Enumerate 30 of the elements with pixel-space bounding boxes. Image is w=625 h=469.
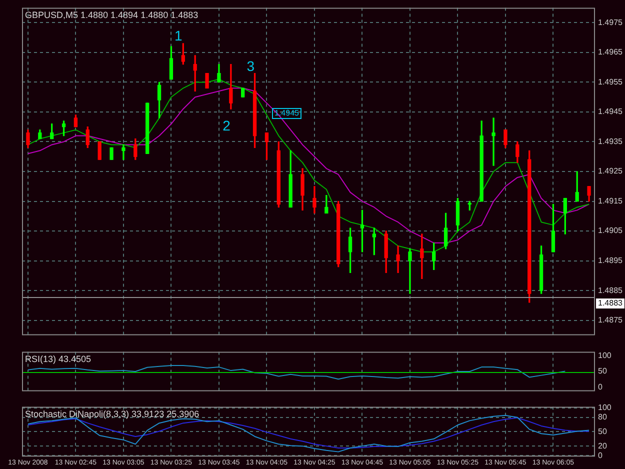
y-tick-label: 1.4965	[598, 48, 624, 57]
y-tick-label: 1.4915	[598, 196, 624, 206]
chart-title: GBPUSD,M5 1.4880 1.4894 1.4880 1.4883	[25, 10, 198, 20]
y-tick-label: 1.4975	[598, 18, 624, 27]
y-tick-label: 1.4895	[598, 256, 624, 265]
ref-line-label: 1.4883	[598, 298, 624, 308]
y-tick-label: 80	[598, 412, 608, 422]
annotation: 3	[246, 58, 255, 74]
chart-title: Stochastic DiNapoli(8,3,3) 33.9123 25.3906	[25, 408, 200, 419]
y-tick-label: 1.4945	[598, 107, 624, 116]
y-tick-label: 0	[598, 450, 603, 460]
candlestick	[396, 246, 400, 274]
y-tick-label: 1.4905	[598, 226, 624, 236]
y-tick-label: 50	[598, 366, 608, 376]
y-tick-label: 1.4875	[598, 316, 624, 325]
chart-title: RSI(13) 43.4505	[25, 354, 92, 364]
y-tick-label: 1.4885	[598, 286, 624, 295]
annotation: 1	[174, 27, 183, 44]
y-tick-label: 50	[598, 426, 608, 436]
candlestick	[408, 248, 412, 294]
y-tick-label: 1.4925	[598, 166, 624, 176]
y-tick-label: 20	[598, 441, 608, 450]
candlestick	[492, 118, 496, 166]
candlestick	[122, 144, 126, 160]
y-tick-label: 1.4955	[598, 77, 624, 86]
y-tick-label: 1.4935	[598, 136, 624, 146]
y-tick-label: 100	[598, 350, 612, 360]
y-tick-label: 100	[598, 402, 612, 412]
annotation: 2	[222, 118, 231, 134]
y-tick-label: 0	[598, 382, 603, 392]
